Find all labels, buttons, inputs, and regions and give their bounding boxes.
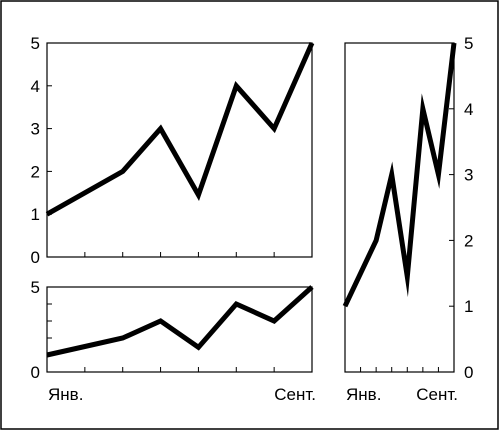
y-tick-label: 2	[31, 162, 40, 181]
y-tick-label: 1	[31, 205, 40, 224]
y-tick-label: 5	[464, 34, 473, 53]
y-tick-label: 4	[464, 100, 473, 119]
y-tick-label: 5	[31, 278, 40, 297]
x-tick-label-last: Сент.	[416, 385, 458, 404]
chart-bottom-left: 0 5 Янв. Сент.	[31, 278, 316, 404]
chart-top-left: 0 1 2 3 4 5	[31, 34, 315, 267]
series-line-0	[46, 285, 314, 358]
y-tick-label: 2	[464, 231, 473, 250]
y-tick-label: 1	[464, 297, 473, 316]
y-tick-label: 0	[464, 363, 473, 382]
x-tick-label-first: Янв.	[346, 385, 381, 404]
x-tick-label-first: Янв.	[48, 385, 83, 404]
y-tick-label: 5	[31, 34, 40, 53]
y-tick-label: 4	[31, 77, 40, 96]
y-tick-label: 0	[31, 363, 40, 382]
y-tick-label: 0	[31, 248, 40, 267]
plot-frame	[46, 286, 313, 373]
plot-frame	[344, 42, 455, 373]
y-tick-label: 3	[464, 166, 473, 185]
x-tick-label-last: Сент.	[274, 385, 316, 404]
chart-right: 0 1 2 3 4 5 Янв. Сент.	[342, 34, 473, 404]
plot-frame	[46, 42, 313, 258]
series-line-0	[342, 42, 457, 308]
series-line-0	[45, 41, 315, 217]
y-tick-label: 3	[31, 120, 40, 139]
